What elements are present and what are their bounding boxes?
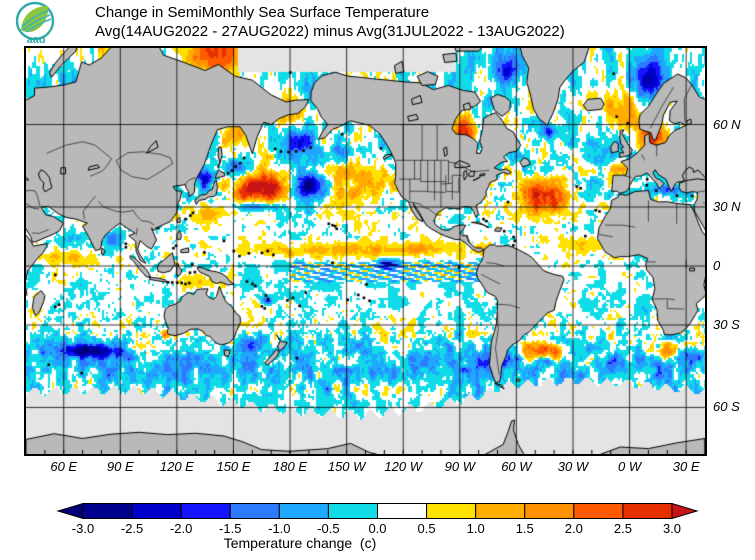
logo-text: aau: [27, 34, 46, 46]
lat-axis-label: 0: [713, 258, 721, 273]
colorbar-segment: [573, 503, 624, 519]
lon-axis-label: 30 E: [672, 459, 700, 474]
colorbar: -3.0 -2.5 -2.0 -1.5 -1.0 -0.5 0.0 0.5 1.0 1.5 2.0 2…: [56, 502, 699, 551]
colorbar-tick-label: -2.5: [121, 521, 143, 536]
lon-axis-label: 120 E: [159, 459, 194, 474]
colorbar-right-arrow: [671, 502, 699, 520]
lon-axis-label: 150 W: [327, 459, 366, 474]
colorbar-tick-label: 0.5: [418, 521, 436, 536]
colorbar-tick-label: -1.0: [268, 521, 290, 536]
map-plot-frame: [24, 46, 707, 456]
lat-axis-label: 30 N: [713, 199, 741, 214]
lon-axis-label: 60 W: [501, 459, 532, 474]
colorbar-segment: [82, 503, 133, 519]
lon-axis-label: 60 E: [50, 459, 78, 474]
colorbar-segment: [278, 503, 329, 519]
colorbar-tick-label: -0.5: [317, 521, 339, 536]
colorbar-tick-label: 0.0: [368, 521, 386, 536]
colorbar-axis-title: Temperature change (c): [224, 535, 377, 551]
sst-anomaly-map-canvas: [26, 48, 705, 454]
colorbar-tick-label: 2.0: [565, 521, 583, 536]
lon-axis-label: 120 W: [384, 459, 423, 474]
lat-axis-label: 60 N: [713, 116, 741, 132]
colorbar-segment: [229, 503, 280, 519]
logo-ring-icon: [15, 1, 55, 41]
colorbar-segment: [524, 503, 575, 519]
colorbar-tick-label: 1.5: [516, 521, 534, 536]
colorbar-tick-label: -3.0: [72, 521, 94, 536]
colorbar-tick-label: -1.5: [219, 521, 241, 536]
colorbar-tick-label: 3.0: [663, 521, 681, 536]
lon-axis-label: 90 E: [106, 459, 134, 474]
colorbar-tick-label: -2.0: [170, 521, 192, 536]
colorbar-segment: [426, 503, 477, 519]
lon-axis-label: 90 W: [444, 459, 475, 474]
colorbar-tick-label: 1.0: [467, 521, 485, 536]
colorbar-segment: [180, 503, 231, 519]
lon-axis-label: 0 W: [617, 459, 642, 474]
lat-axis-label: 30 S: [713, 316, 740, 332]
lon-axis-label: 30 W: [557, 459, 589, 474]
agency-leaf-logo: aau: [15, 1, 55, 46]
lat-axis-label: 60 S: [713, 399, 740, 415]
colorbar-segment: [377, 503, 428, 519]
colorbar-left-arrow: [56, 502, 84, 520]
colorbar-segment: [327, 503, 378, 519]
colorbar-segment: [475, 503, 526, 519]
lon-axis-label: 180 E: [273, 459, 308, 474]
colorbar-segment: [131, 503, 182, 519]
colorbar-segment: [622, 503, 673, 519]
chart-title-line1: Change in SemiMonthly Sea Surface Temper…: [95, 4, 430, 21]
chart-title-line2: Avg(14AUG2022 - 27AUG2022) minus Avg(31J…: [95, 22, 565, 40]
lon-axis-label: 150 E: [216, 459, 251, 474]
colorbar-tick-label: 2.5: [614, 521, 632, 536]
chart-title-block: Change in SemiMonthly Sea Surface Temper…: [95, 4, 565, 41]
